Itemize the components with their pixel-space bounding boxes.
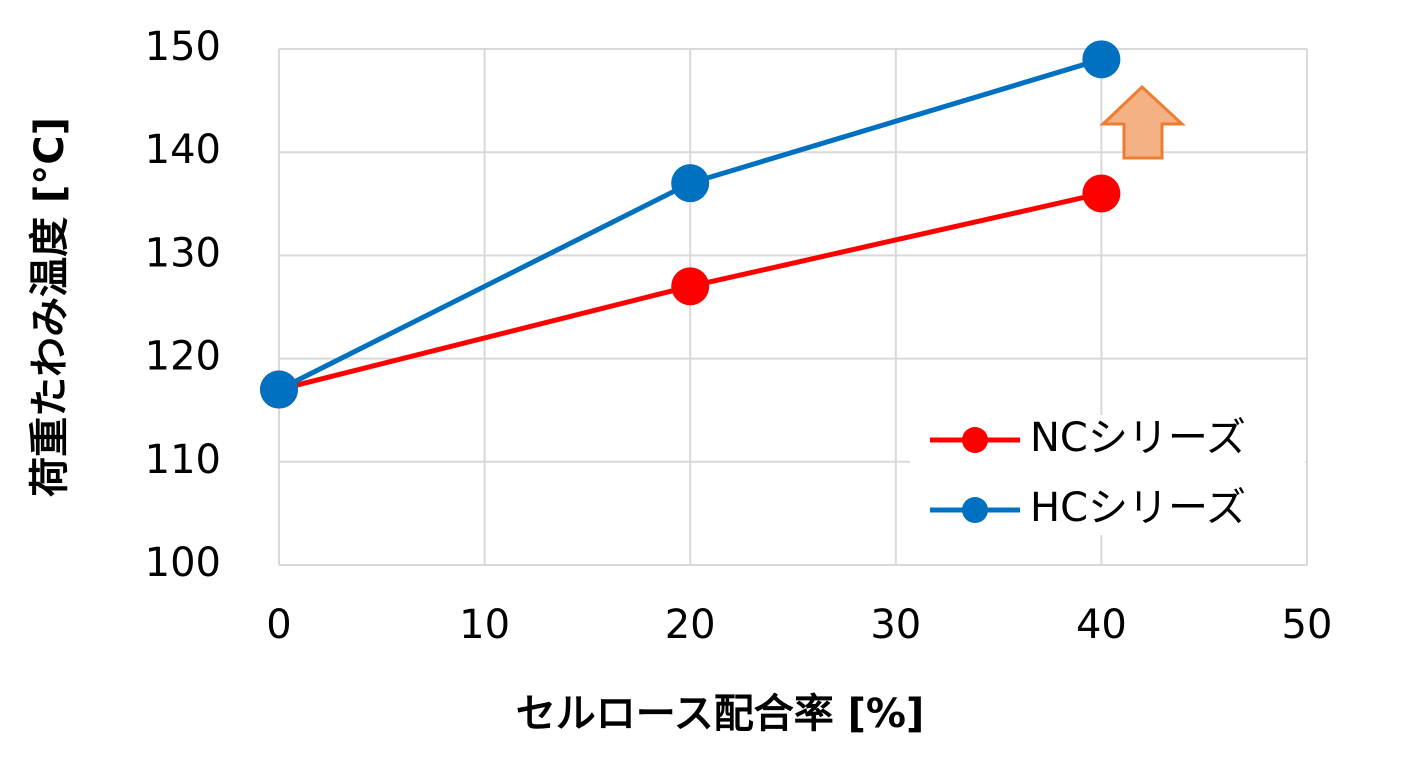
grid: 100 110 120 130 140 150 0 10 20 30 40 50 [145, 24, 1333, 648]
data-point [1082, 40, 1121, 79]
legend-label: NCシリーズ [1030, 415, 1246, 461]
series-group [260, 40, 1121, 409]
x-tick-label: 0 [266, 602, 291, 648]
up-arrow [1099, 84, 1186, 160]
legend-marker [962, 427, 988, 453]
y-axis-title: 荷重たわみ温度 [°C] [27, 117, 73, 497]
y-tick-label: 120 [145, 334, 221, 380]
data-point [671, 267, 710, 306]
data-point [1082, 174, 1121, 213]
x-tick-label: 50 [1282, 602, 1333, 648]
data-point [260, 370, 298, 409]
y-tick-label: 110 [145, 437, 221, 483]
legend-marker [962, 497, 988, 523]
y-tick-label: 140 [145, 127, 221, 173]
legend-label: HCシリーズ [1030, 485, 1246, 531]
x-tick-label: 40 [1076, 602, 1127, 648]
y-tick-label: 100 [145, 540, 221, 586]
y-tick-label: 150 [145, 24, 221, 70]
x-axis-title: セルロース配合率 [%] [516, 691, 925, 737]
y-tick-label: 130 [145, 230, 221, 276]
x-tick-label: 30 [870, 602, 921, 648]
x-tick-label: 10 [459, 602, 510, 648]
data-point [671, 164, 710, 203]
legend: NCシリーズ HCシリーズ [910, 415, 1305, 535]
x-tick-label: 20 [665, 602, 716, 648]
